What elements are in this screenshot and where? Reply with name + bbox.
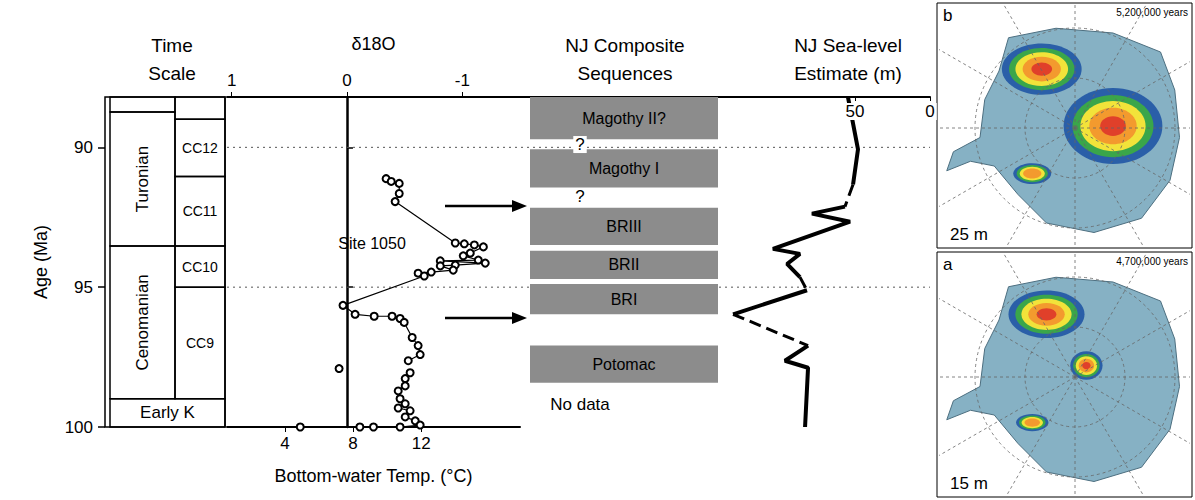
svg-text:δ18O: δ18O xyxy=(351,34,395,54)
svg-text:BRII: BRII xyxy=(608,256,639,273)
svg-text:CC9: CC9 xyxy=(186,335,214,351)
svg-text:100: 100 xyxy=(65,418,93,437)
svg-text:5,200,000 years: 5,200,000 years xyxy=(1116,7,1188,18)
svg-text:Site 1050: Site 1050 xyxy=(338,234,406,252)
svg-text:BRI: BRI xyxy=(611,291,638,308)
svg-text:Bottom-water Temp. (°C): Bottom-water Temp. (°C) xyxy=(275,466,473,486)
svg-text:Cenomanian: Cenomanian xyxy=(133,274,152,370)
svg-text:BRIII: BRIII xyxy=(606,218,642,235)
svg-text:0: 0 xyxy=(342,71,351,90)
svg-text:50: 50 xyxy=(846,102,865,121)
svg-text:90: 90 xyxy=(74,138,93,157)
svg-text:15 m: 15 m xyxy=(950,474,988,493)
svg-text:CC10: CC10 xyxy=(182,259,218,275)
svg-text:Early K: Early K xyxy=(140,403,195,422)
svg-text:Time: Time xyxy=(151,35,193,56)
svg-text:Sequences: Sequences xyxy=(577,63,672,84)
svg-text:Magothy I: Magothy I xyxy=(589,160,659,177)
svg-text:Potomac: Potomac xyxy=(592,356,655,373)
svg-text:8: 8 xyxy=(348,434,357,453)
svg-text:Estimate (m): Estimate (m) xyxy=(794,63,902,84)
svg-text:Turonian: Turonian xyxy=(133,146,152,212)
svg-text:CC12: CC12 xyxy=(182,140,218,156)
svg-text:12: 12 xyxy=(412,434,431,453)
svg-text:Scale: Scale xyxy=(148,63,196,84)
svg-text:b: b xyxy=(943,6,952,25)
svg-text:CC11: CC11 xyxy=(183,203,218,219)
svg-text:25 m: 25 m xyxy=(950,225,988,244)
svg-text:Magothy II?: Magothy II? xyxy=(582,110,666,127)
svg-text:4: 4 xyxy=(280,434,289,453)
svg-text:NJ Composite: NJ Composite xyxy=(565,35,684,56)
svg-text:0: 0 xyxy=(925,102,934,121)
svg-text:?: ? xyxy=(575,187,584,206)
svg-text:1: 1 xyxy=(227,71,236,90)
svg-text:No data: No data xyxy=(550,395,610,414)
svg-text:-1: -1 xyxy=(455,71,470,90)
svg-text:Age (Ma): Age (Ma) xyxy=(31,225,51,299)
svg-text:a: a xyxy=(943,255,953,274)
svg-text:?: ? xyxy=(575,135,584,154)
svg-text:95: 95 xyxy=(74,278,93,297)
svg-text:NJ Sea-level: NJ Sea-level xyxy=(794,35,902,56)
svg-text:4,700,000 years: 4,700,000 years xyxy=(1116,256,1188,267)
